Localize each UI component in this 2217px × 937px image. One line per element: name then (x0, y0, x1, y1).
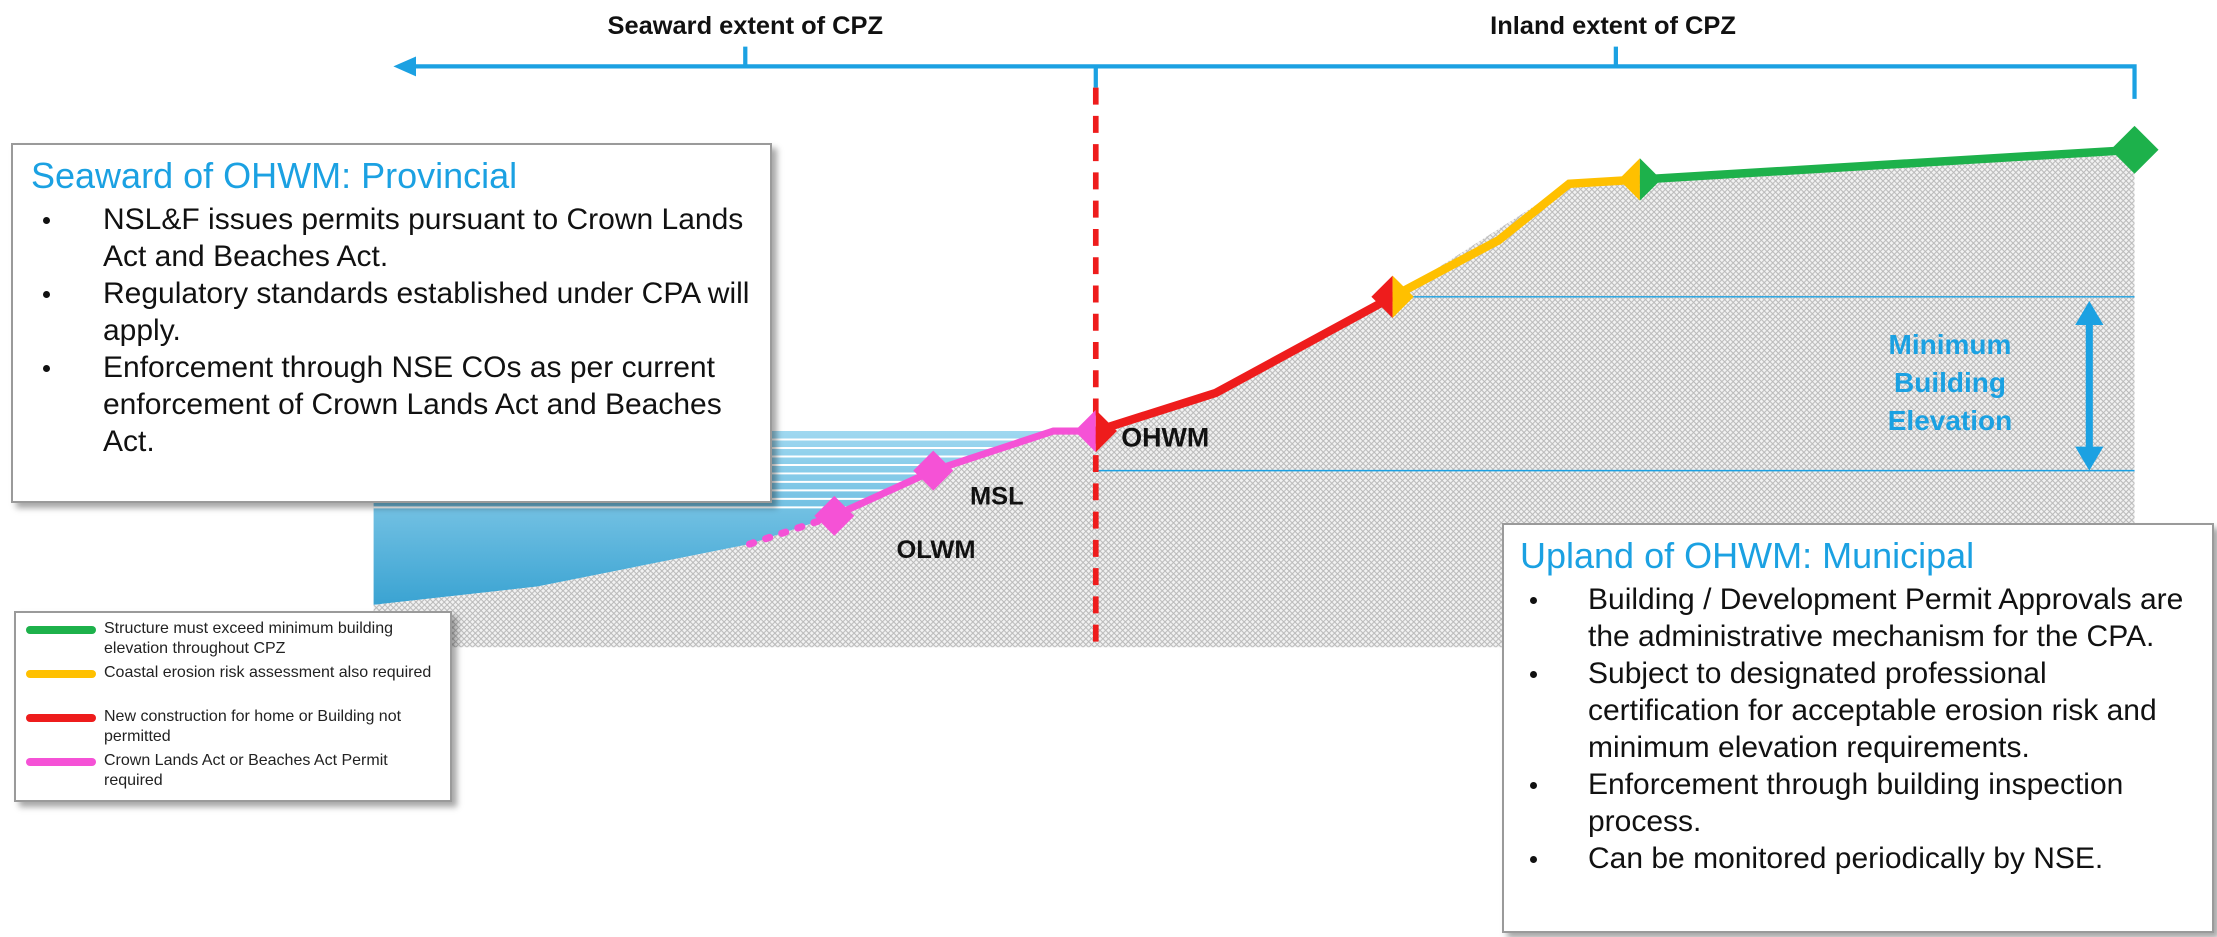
msl-label: MSL (970, 483, 1024, 511)
olwm-label: OLWM (897, 536, 976, 564)
inland-extent: Inland extent of CPZ (1490, 12, 1736, 40)
legend-item: Structure must exceed minimum building e… (24, 619, 442, 663)
min-elevation-label: Minimum Building Elevation (1860, 326, 2040, 440)
bullet: Subject to designated professional certi… (1520, 655, 2202, 766)
bullet: Enforcement through NSE COs as per curre… (31, 349, 750, 460)
upland-box: Upland of OHWM: Municipal Building / Dev… (1502, 523, 2214, 933)
legend-swatch (26, 670, 96, 678)
cpz-bracket (393, 47, 2134, 99)
legend-text: New construction for home or Building no… (104, 708, 401, 745)
box-title: Upland of OHWM: Municipal (1520, 535, 2202, 577)
legend-text: Crown Lands Act or Beaches Act Permit re… (104, 752, 388, 789)
legend-swatch (26, 626, 96, 634)
seaward-box: Seaward of OHWM: Provincial NSL&F issues… (11, 143, 772, 503)
bullet-list: NSL&F issues permits pursuant to Crown L… (31, 201, 750, 460)
bullet: NSL&F issues permits pursuant to Crown L… (31, 201, 750, 275)
bullet: Enforcement through building inspection … (1520, 766, 2202, 840)
legend-item: Crown Lands Act or Beaches Act Permit re… (24, 751, 442, 795)
legend-item: New construction for home or Building no… (24, 707, 442, 751)
bullet: Regulatory standards established under C… (31, 275, 750, 349)
bullet-list: Building / Development Permit Approvals … (1520, 581, 2202, 877)
diagram-page: Seaward extent of CPZ Inland extent of C… (0, 0, 2217, 937)
box-title: Seaward of OHWM: Provincial (31, 155, 750, 197)
ohwm-label: OHWM (1121, 423, 1209, 453)
bullet: Building / Development Permit Approvals … (1520, 581, 2202, 655)
legend-text: Coastal erosion risk assessment also req… (104, 664, 431, 681)
legend-text: Structure must exceed minimum building e… (104, 620, 393, 657)
legend-item: Coastal erosion risk assessment also req… (24, 663, 442, 707)
legend: Structure must exceed minimum building e… (14, 611, 452, 802)
legend-swatch (26, 758, 96, 766)
bullet: Can be monitored periodically by NSE. (1520, 840, 2202, 877)
legend-swatch (26, 714, 96, 722)
seaward-extent: Seaward extent of CPZ (608, 12, 883, 40)
